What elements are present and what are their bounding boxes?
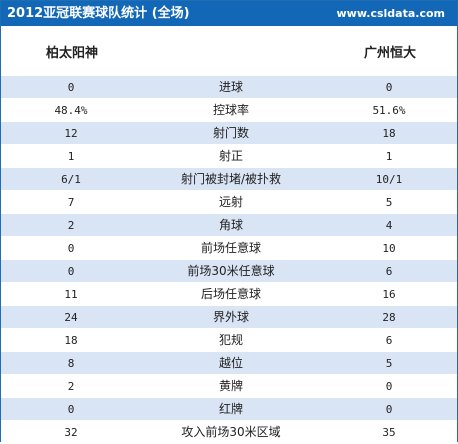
stat-row: 48.4% 控球率 51.6% xyxy=(1,99,457,122)
home-value: 48.4% xyxy=(54,104,88,117)
away-value: 6 xyxy=(385,334,393,347)
stat-label: 进球 xyxy=(218,80,243,94)
away-value: 0 xyxy=(385,81,393,94)
stat-row: 0 进球 0 xyxy=(1,76,457,99)
home-value: 18 xyxy=(64,334,78,347)
stat-row: 12 射门数 18 xyxy=(1,122,457,145)
team-header-row: 柏太阳神 广州恒大 xyxy=(1,26,457,76)
home-value: 32 xyxy=(64,426,78,439)
stat-row: 0 前场任意球 10 xyxy=(1,237,457,260)
away-value: 6 xyxy=(385,265,393,278)
panel-title: 2012亚冠联赛球队统计 (全场) xyxy=(7,6,190,21)
home-value: 7 xyxy=(67,196,75,209)
stat-label: 射正 xyxy=(218,149,243,163)
home-value: 0 xyxy=(67,242,75,255)
stat-row: 11 后场任意球 16 xyxy=(1,283,457,306)
stat-row: 7 远射 5 xyxy=(1,191,457,214)
stat-label: 角球 xyxy=(218,218,243,232)
stat-label: 界外球 xyxy=(212,310,249,324)
home-value: 0 xyxy=(67,265,75,278)
home-value: 0 xyxy=(67,403,75,416)
home-value: 1 xyxy=(67,150,75,163)
away-value: 18 xyxy=(382,127,396,140)
stat-row: 1 射正 1 xyxy=(1,145,457,168)
away-value: 16 xyxy=(382,288,396,301)
stat-label: 越位 xyxy=(218,356,243,370)
home-team-name: 柏太阳神 xyxy=(46,46,99,61)
stat-row: 0 红牌 0 xyxy=(1,398,457,421)
stat-row: 24 界外球 28 xyxy=(1,306,457,329)
home-value: 2 xyxy=(67,380,75,393)
stat-label: 远射 xyxy=(218,195,243,209)
home-value: 8 xyxy=(67,357,75,370)
site-link[interactable]: www.csldata.com xyxy=(336,7,446,20)
stat-label: 射门被封堵/被扑救 xyxy=(180,172,282,186)
home-value: 2 xyxy=(67,219,75,232)
away-value: 5 xyxy=(385,357,393,370)
home-value: 11 xyxy=(64,288,78,301)
away-value: 51.6% xyxy=(372,104,406,117)
away-value: 10/1 xyxy=(375,173,403,186)
stat-row: 2 黄牌 0 xyxy=(1,375,457,398)
stat-label: 后场任意球 xyxy=(200,287,261,301)
stat-label: 红牌 xyxy=(218,402,243,416)
stat-row: 32 攻入前场30米区域 35 xyxy=(1,421,457,444)
away-value: 0 xyxy=(385,403,393,416)
away-team-name: 广州恒大 xyxy=(363,46,416,61)
away-value: 4 xyxy=(385,219,393,232)
away-value: 0 xyxy=(385,380,393,393)
stat-row: 6/1 射门被封堵/被扑救 10/1 xyxy=(1,168,457,191)
home-value: 0 xyxy=(67,81,75,94)
title-bar: 2012亚冠联赛球队统计 (全场) www.csldata.com xyxy=(1,1,457,26)
away-value: 1 xyxy=(385,150,393,163)
stat-label: 攻入前场30米区域 xyxy=(181,425,281,439)
away-value: 28 xyxy=(382,311,396,324)
stat-label: 黄牌 xyxy=(218,379,243,393)
stat-row: 0 前场30米任意球 6 xyxy=(1,260,457,283)
home-value: 12 xyxy=(64,127,78,140)
away-value: 5 xyxy=(385,196,393,209)
stat-label: 控球率 xyxy=(212,103,249,117)
stat-row: 8 越位 5 xyxy=(1,352,457,375)
away-value: 35 xyxy=(382,426,396,439)
stat-label: 犯规 xyxy=(218,333,243,347)
home-value: 6/1 xyxy=(61,173,81,186)
stat-label: 前场任意球 xyxy=(200,241,261,255)
stat-row: 2 角球 4 xyxy=(1,214,457,237)
stat-label: 射门数 xyxy=(212,126,249,140)
home-value: 24 xyxy=(64,311,78,324)
stat-label: 前场30米任意球 xyxy=(187,264,275,278)
stats-table: 0 进球 0 48.4% 控球率 51.6% 12 射门数 18 1 射正 1 6/1 射门被封堵/被扑救… xyxy=(1,76,457,444)
stat-row: 18 犯规 6 xyxy=(1,329,457,352)
away-value: 10 xyxy=(382,242,396,255)
